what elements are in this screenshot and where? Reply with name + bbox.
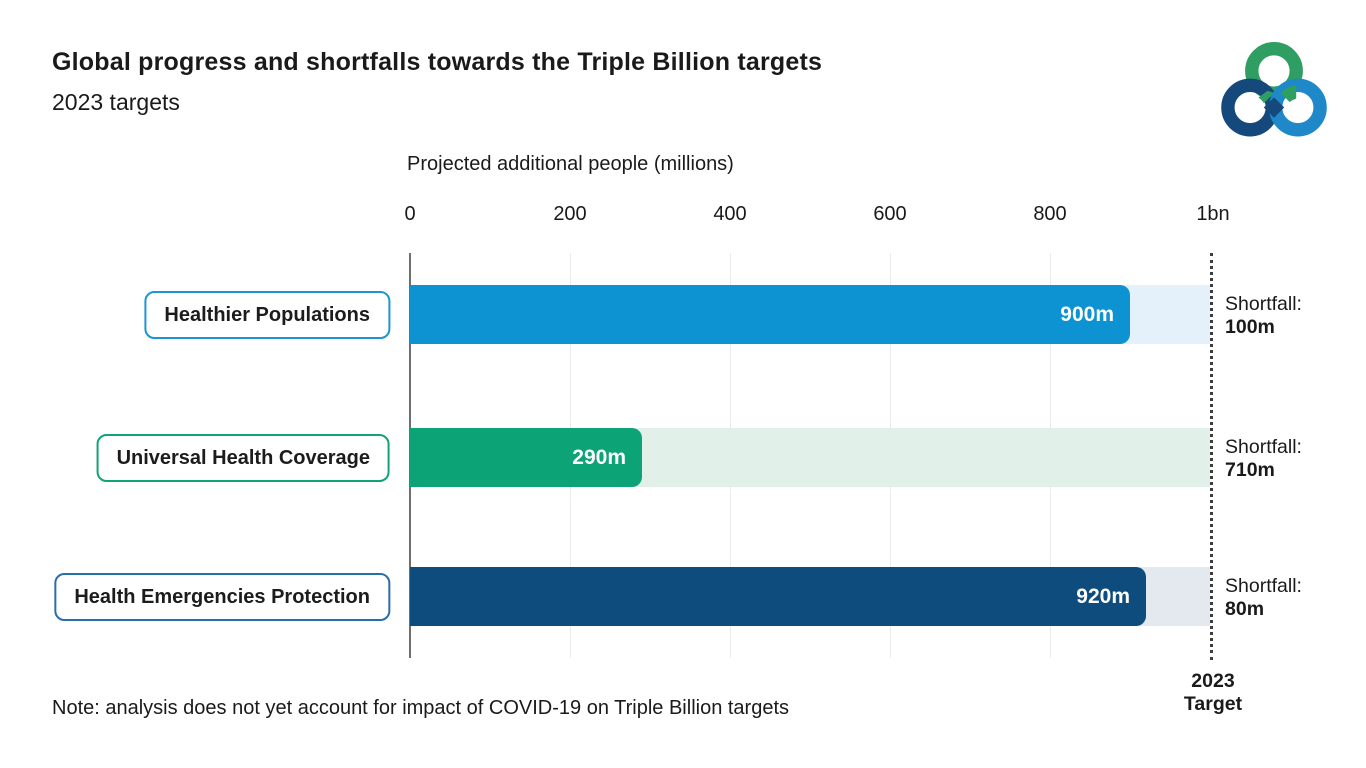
category-label-box: Universal Health Coverage — [96, 434, 390, 482]
category-label-box: Health Emergencies Protection — [54, 573, 390, 621]
x-tick-label: 400 — [713, 203, 747, 225]
note-text: Note: analysis does not yet account for … — [52, 697, 790, 719]
target-year: 2023 — [1191, 670, 1235, 692]
shortfall-label: Shortfall: 710m — [1225, 436, 1302, 482]
x-axis-title: Projected additional people (millions) — [407, 153, 734, 175]
category-label-box: Healthier Populations — [144, 291, 390, 339]
page-title: Global progress and shortfalls towards t… — [52, 48, 823, 76]
target-word: Target — [1183, 693, 1243, 715]
shortfall-prefix: Shortfall: — [1225, 436, 1302, 458]
page-subtitle: 2023 targets — [52, 89, 180, 115]
bar-value-label: 920m — [1076, 584, 1130, 608]
bar-value-label: 900m — [1060, 302, 1114, 326]
shortfall-value: 80m — [1225, 598, 1265, 620]
shortfall-value: 710m — [1225, 459, 1275, 481]
shortfall-prefix: Shortfall: — [1225, 575, 1302, 597]
bar-fill: 290m — [410, 428, 642, 487]
shortfall-value: 100m — [1225, 316, 1275, 338]
x-tick-label: 200 — [553, 203, 587, 225]
x-tick-label: 800 — [1033, 203, 1067, 225]
bar-value-label: 290m — [572, 445, 626, 469]
x-tick-label: 0 — [404, 203, 416, 225]
triple-billion-logo-icon — [1218, 42, 1330, 147]
shortfall-prefix: Shortfall: — [1225, 293, 1302, 315]
x-tick-label: 600 — [873, 203, 907, 225]
bar-fill: 900m — [410, 285, 1130, 344]
target-dotted-line — [1210, 253, 1213, 660]
shortfall-label: Shortfall: 80m — [1225, 575, 1302, 621]
bar-fill: 920m — [410, 567, 1146, 626]
x-tick-label: 1bn — [1196, 203, 1230, 225]
target-year-label: 2023 Target — [1184, 670, 1242, 716]
shortfall-label: Shortfall: 100m — [1225, 293, 1302, 339]
